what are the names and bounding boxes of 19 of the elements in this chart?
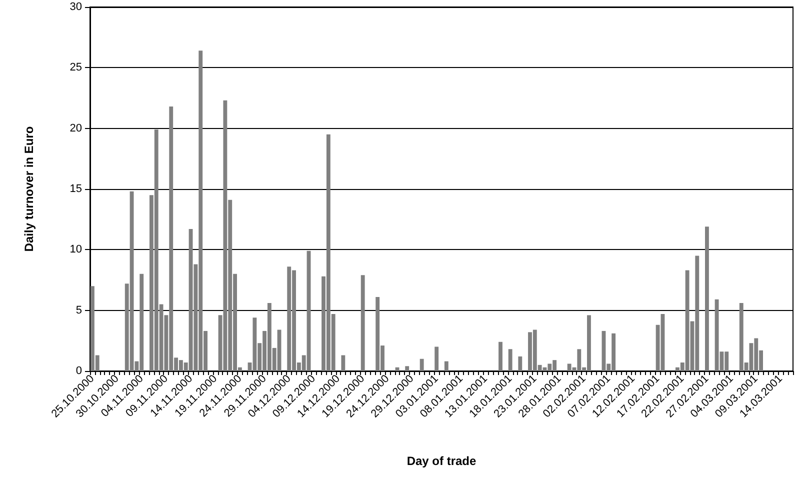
y-tick-label: 25 bbox=[70, 62, 82, 74]
bar bbox=[360, 275, 365, 371]
y-tick-label: 15 bbox=[70, 183, 82, 195]
bar bbox=[405, 366, 410, 371]
y-axis-title: Daily turnover in Euro bbox=[22, 126, 36, 252]
bar bbox=[420, 358, 424, 371]
bar bbox=[444, 361, 448, 371]
bar bbox=[498, 342, 502, 371]
bar bbox=[434, 346, 439, 371]
bar bbox=[508, 349, 512, 371]
y-tick-label: 10 bbox=[70, 244, 82, 256]
bar bbox=[518, 356, 522, 371]
y-tick-label: 30 bbox=[70, 1, 82, 13]
y-tick-label: 5 bbox=[76, 304, 82, 316]
y-tick-label: 20 bbox=[70, 122, 82, 134]
bar bbox=[341, 355, 346, 371]
x-axis-title: Day of trade bbox=[406, 454, 476, 468]
y-tick-label: 0 bbox=[76, 365, 82, 377]
bar bbox=[705, 226, 709, 371]
